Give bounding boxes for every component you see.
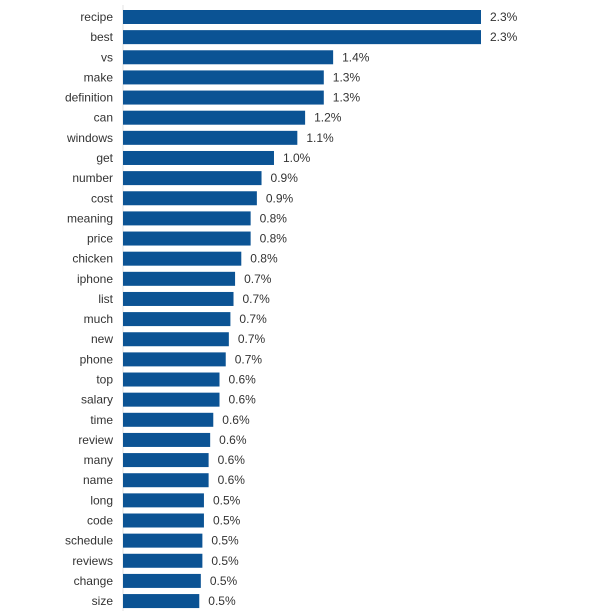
category-label: many [84, 453, 113, 467]
category-label: iphone [77, 272, 113, 286]
data-label: 2.3% [490, 10, 518, 24]
category-label: recipe [80, 10, 113, 24]
category-label: time [90, 413, 113, 427]
category-label: reviews [72, 554, 113, 568]
data-label: 0.6% [229, 393, 257, 407]
data-label: 2.3% [490, 30, 518, 44]
category-label: vs [101, 50, 113, 64]
bar-vs [123, 50, 334, 65]
data-label: 0.7% [244, 272, 272, 286]
category-label: change [74, 574, 114, 588]
bar-can [123, 110, 306, 125]
data-label: 0.8% [260, 211, 288, 225]
category-label: schedule [65, 534, 113, 548]
bar-number [123, 171, 262, 186]
category-label: windows [66, 131, 113, 145]
category-label: get [96, 151, 113, 165]
bar-definition [123, 90, 324, 105]
category-label: definition [65, 91, 113, 105]
category-label: cost [91, 191, 114, 205]
category-label: best [90, 30, 113, 44]
data-label: 0.5% [213, 514, 241, 528]
category-label: name [83, 473, 113, 487]
category-label: review [78, 433, 113, 447]
bar-price [123, 231, 251, 246]
category-label: code [87, 514, 113, 528]
bar-iphone [123, 271, 236, 286]
category-label: number [72, 171, 113, 185]
data-label: 0.7% [243, 292, 271, 306]
category-label: chicken [72, 252, 113, 266]
category-label: much [84, 312, 113, 326]
category-label: price [87, 232, 113, 246]
bar-salary [123, 392, 220, 407]
data-label: 0.5% [211, 554, 239, 568]
data-label: 1.4% [342, 50, 370, 64]
bar-size [123, 594, 200, 609]
data-label: 0.7% [235, 352, 263, 366]
category-label: new [91, 332, 113, 346]
data-label: 1.1% [306, 131, 334, 145]
bar-phone [123, 352, 226, 367]
category-label: can [94, 111, 113, 125]
category-label: long [90, 493, 113, 507]
data-label: 0.7% [239, 312, 267, 326]
bar-top [123, 372, 220, 387]
data-label: 0.6% [229, 373, 257, 387]
data-label: 0.5% [211, 534, 239, 548]
bar-reviews [123, 553, 203, 568]
bar-list [123, 291, 234, 306]
bar-time [123, 412, 214, 427]
data-label: 0.6% [218, 473, 246, 487]
data-label: 0.8% [260, 232, 288, 246]
category-label: make [84, 70, 114, 84]
data-label: 0.9% [266, 191, 294, 205]
bar-many [123, 453, 209, 468]
bar-much [123, 312, 231, 327]
bar-recipe [123, 10, 481, 24]
data-label: 0.7% [238, 332, 266, 346]
category-label: list [98, 292, 113, 306]
data-label: 0.6% [219, 433, 247, 447]
category-label: phone [80, 352, 114, 366]
bar-meaning [123, 211, 251, 226]
bar-chicken [123, 251, 242, 266]
data-label: 0.6% [218, 453, 246, 467]
data-label: 0.5% [210, 574, 238, 588]
category-label: size [92, 594, 114, 608]
bar-long [123, 493, 204, 508]
data-label: 0.8% [250, 252, 278, 266]
data-label: 0.5% [208, 594, 236, 608]
bar-best [123, 30, 481, 45]
bar-windows [123, 130, 298, 145]
category-label: salary [81, 393, 113, 407]
category-label: top [96, 373, 113, 387]
data-label: 1.0% [283, 151, 311, 165]
bar-make [123, 70, 324, 85]
data-label: 1.3% [333, 91, 361, 105]
data-label: 0.9% [271, 171, 299, 185]
data-label: 1.2% [314, 111, 342, 125]
data-label: 0.5% [213, 493, 241, 507]
bar-code [123, 513, 204, 528]
data-label: 1.3% [333, 70, 361, 84]
bar-schedule [123, 533, 203, 548]
bar-name [123, 473, 209, 488]
bar-get [123, 150, 274, 165]
bar-new [123, 332, 229, 347]
category-label: meaning [67, 211, 113, 225]
bar-change [123, 573, 201, 588]
bar-cost [123, 191, 257, 206]
bar-review [123, 432, 211, 447]
data-label: 0.6% [222, 413, 250, 427]
